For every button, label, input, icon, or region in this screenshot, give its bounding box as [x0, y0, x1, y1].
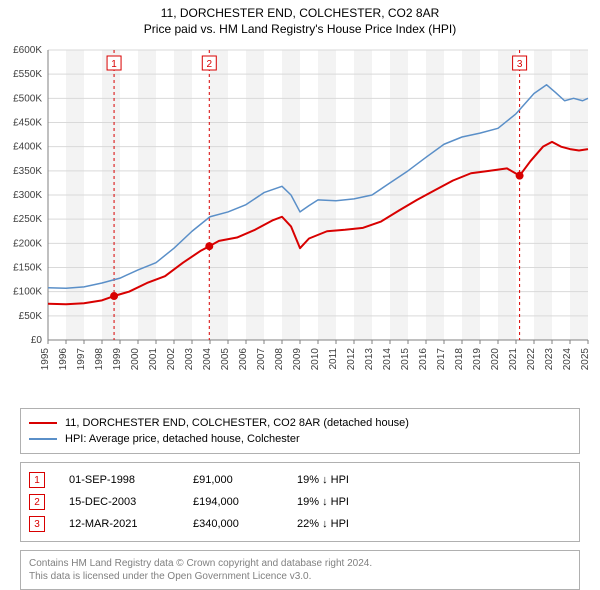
event-row: 1 01-SEP-1998 £91,000 19% ↓ HPI — [29, 469, 571, 491]
svg-text:2000: 2000 — [130, 348, 141, 371]
svg-text:2013: 2013 — [364, 348, 375, 371]
svg-text:£550K: £550K — [13, 69, 42, 80]
attribution-box: Contains HM Land Registry data © Crown c… — [20, 550, 580, 590]
attribution-line-1: Contains HM Land Registry data © Crown c… — [29, 557, 571, 570]
svg-text:£350K: £350K — [13, 166, 42, 177]
event-price: £340,000 — [193, 518, 273, 530]
events-box: 1 01-SEP-1998 £91,000 19% ↓ HPI 2 15-DEC-2003… — [20, 462, 580, 542]
svg-text:£600K: £600K — [13, 45, 42, 56]
svg-text:2009: 2009 — [292, 348, 303, 371]
svg-text:2010: 2010 — [310, 348, 321, 371]
svg-text:1998: 1998 — [94, 348, 105, 371]
event-row: 3 12-MAR-2021 £340,000 22% ↓ HPI — [29, 513, 571, 535]
svg-text:2002: 2002 — [166, 348, 177, 371]
attribution-line-2: This data is licensed under the Open Gov… — [29, 570, 571, 583]
svg-text:2011: 2011 — [328, 348, 339, 370]
svg-text:2008: 2008 — [274, 348, 285, 371]
event-price: £91,000 — [193, 474, 273, 486]
svg-text:£400K: £400K — [13, 142, 42, 153]
event-hpi: 19% ↓ HPI — [297, 496, 377, 508]
svg-text:2023: 2023 — [544, 348, 555, 371]
chart-title-1: 11, DORCHESTER END, COLCHESTER, CO2 8AR — [0, 6, 600, 20]
legend-swatch — [29, 438, 57, 440]
svg-text:£0: £0 — [31, 335, 43, 346]
event-badge: 2 — [29, 494, 45, 510]
svg-text:2022: 2022 — [526, 348, 537, 371]
svg-text:2016: 2016 — [418, 348, 429, 371]
svg-text:3: 3 — [517, 59, 523, 70]
legend-box: 11, DORCHESTER END, COLCHESTER, CO2 8AR … — [20, 408, 580, 454]
svg-text:1995: 1995 — [40, 348, 51, 371]
svg-text:2021: 2021 — [508, 348, 519, 371]
legend-label: 11, DORCHESTER END, COLCHESTER, CO2 8AR … — [65, 417, 409, 429]
event-hpi: 22% ↓ HPI — [297, 518, 377, 530]
legend-item: HPI: Average price, detached house, Colc… — [29, 431, 571, 447]
svg-text:2019: 2019 — [472, 348, 483, 371]
svg-text:2005: 2005 — [220, 348, 231, 371]
event-badge: 3 — [29, 516, 45, 532]
svg-text:£200K: £200K — [13, 238, 42, 249]
svg-text:£450K: £450K — [13, 118, 42, 129]
event-date: 15-DEC-2003 — [69, 496, 169, 508]
event-badge: 1 — [29, 472, 45, 488]
svg-text:2014: 2014 — [382, 348, 393, 371]
legend-item: 11, DORCHESTER END, COLCHESTER, CO2 8AR … — [29, 415, 571, 431]
svg-text:2024: 2024 — [562, 348, 573, 371]
svg-text:£500K: £500K — [13, 93, 42, 104]
svg-text:2: 2 — [206, 59, 212, 70]
svg-text:2004: 2004 — [202, 348, 213, 371]
svg-text:2012: 2012 — [346, 348, 357, 371]
svg-text:£250K: £250K — [13, 214, 42, 225]
svg-text:£150K: £150K — [13, 263, 42, 274]
svg-text:1999: 1999 — [112, 348, 123, 371]
chart-title-2: Price paid vs. HM Land Registry's House … — [0, 22, 600, 36]
svg-text:2018: 2018 — [454, 348, 465, 371]
svg-text:2015: 2015 — [400, 348, 411, 371]
svg-text:2001: 2001 — [148, 348, 159, 371]
svg-text:1996: 1996 — [58, 348, 69, 371]
svg-text:£300K: £300K — [13, 190, 42, 201]
event-hpi: 19% ↓ HPI — [297, 474, 377, 486]
svg-text:2006: 2006 — [238, 348, 249, 371]
legend-label: HPI: Average price, detached house, Colc… — [65, 433, 300, 445]
svg-text:2003: 2003 — [184, 348, 195, 371]
svg-text:2020: 2020 — [490, 348, 501, 371]
event-row: 2 15-DEC-2003 £194,000 19% ↓ HPI — [29, 491, 571, 513]
svg-text:2025: 2025 — [580, 348, 591, 371]
event-price: £194,000 — [193, 496, 273, 508]
event-date: 12-MAR-2021 — [69, 518, 169, 530]
price-chart: £0 £50K £100K £150K £200K £250K £300K £350K £400… — [0, 40, 600, 400]
svg-text:£100K: £100K — [13, 287, 42, 298]
svg-text:1: 1 — [111, 59, 117, 70]
event-date: 01-SEP-1998 — [69, 474, 169, 486]
legend-swatch — [29, 422, 57, 424]
svg-text:2017: 2017 — [436, 348, 447, 371]
svg-text:1997: 1997 — [76, 348, 87, 371]
svg-text:£50K: £50K — [19, 311, 43, 322]
svg-text:2007: 2007 — [256, 348, 267, 371]
